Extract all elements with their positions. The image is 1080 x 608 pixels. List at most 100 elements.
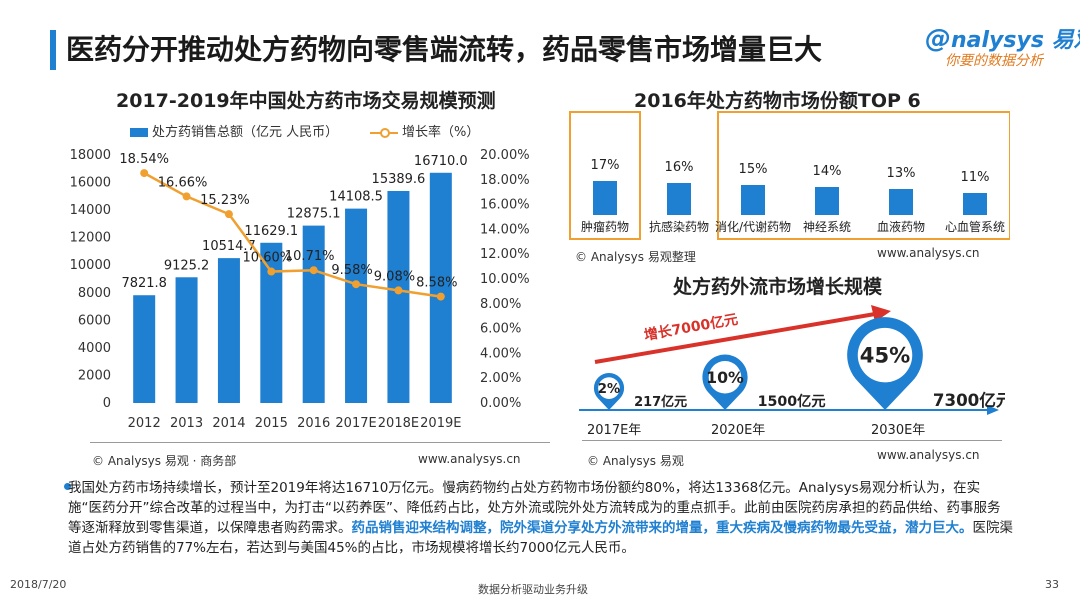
y-left-tick: 0 — [103, 396, 111, 411]
bar-value-label: 14108.5 — [329, 190, 383, 205]
category-label: 神经系统 — [803, 220, 851, 234]
analysis-text-1: 我国处方药市场持续增长，预计至2019年将达16710万亿元。慢病药物约占处方药… — [68, 480, 1001, 536]
growth-value-label: 9.08% — [374, 269, 415, 284]
page-number: 33 — [1045, 578, 1059, 591]
growth-value-label: 9.58% — [331, 263, 372, 278]
y-left-tick: 18000 — [70, 148, 111, 163]
bar-value-label: 10514.7 — [202, 239, 256, 254]
x-tick-label: 2013 — [170, 416, 203, 431]
outflow-source: © Analysys 易观 — [587, 454, 684, 468]
bar-value-label: 16710.0 — [414, 154, 468, 169]
category-label: 抗感染药物 — [649, 219, 709, 234]
y-left-tick: 14000 — [70, 203, 111, 218]
analysis-paragraph: 我国处方药市场持续增长，预计至2019年将达16710万亿元。慢病药物约占处方药… — [68, 478, 1013, 558]
y-left-tick: 4000 — [78, 341, 111, 356]
highlight-box — [717, 111, 1010, 240]
year-label: 2017E年 — [587, 423, 641, 438]
bar-value-label: 9125.2 — [164, 258, 210, 273]
category-label: 血液药物 — [877, 219, 925, 234]
x-tick-label: 2017E — [335, 416, 376, 431]
growth-value-label: 15.23% — [200, 193, 250, 208]
market-value-label: 1500亿元 — [758, 392, 826, 410]
growth-value-label: 18.54% — [119, 152, 169, 167]
pin-inner — [708, 360, 742, 394]
growth-point — [267, 267, 276, 276]
x-tick-label: 2015 — [255, 416, 288, 431]
outflow-title: 处方药外流市场增长规模 — [673, 276, 883, 298]
share-value-label: 13% — [887, 166, 916, 181]
y-right-tick: 2.00% — [480, 371, 521, 386]
y-right-tick: 18.00% — [480, 173, 530, 188]
y-right-tick: 4.00% — [480, 346, 521, 361]
growth-point — [309, 266, 318, 275]
share-bar — [667, 183, 691, 215]
top6-website: www.analysys.cn — [877, 246, 980, 260]
growth-point — [394, 286, 403, 295]
bar-value-label: 15389.6 — [372, 172, 426, 187]
highlight-box — [569, 111, 641, 240]
left-chart: 0 2000 4000 6000 8000 10000 12000 14000 16000 180… — [70, 148, 530, 431]
share-value-label: 14% — [813, 164, 842, 179]
legend-line: 增长率（%） — [370, 121, 479, 140]
brand-name: @nalysys 易观 — [925, 24, 1080, 54]
bar — [387, 190, 410, 403]
growth-line — [143, 172, 441, 298]
growth-point — [182, 192, 191, 201]
bar-value-label: 7821.8 — [121, 276, 167, 291]
y-right-tick: 6.00% — [480, 322, 521, 337]
x-tick-label: 2019E — [420, 416, 461, 431]
y-left-tick: 8000 — [78, 286, 111, 301]
bar — [133, 295, 156, 403]
y-left-tick: 6000 — [78, 313, 111, 328]
top6-chart: 17% 肿瘤药物 16% 抗感染药物 15% 消化/代谢药物 14% 神经系统 13% 血液药物 1… — [569, 111, 1010, 240]
bar — [429, 172, 452, 403]
bar — [175, 277, 198, 403]
growth-point — [140, 169, 149, 178]
growth-arrow-line — [594, 312, 876, 364]
x-tick-label: 2012 — [128, 416, 161, 431]
share-value-label: 15% — [739, 162, 768, 177]
category-label: 消化/代谢药物 — [715, 219, 791, 234]
legend-bar-swatch — [130, 128, 148, 137]
y-left-tick: 12000 — [70, 231, 111, 246]
bar — [260, 242, 283, 403]
brand-logo: @nalysys 易观 你要的数据分析 — [925, 22, 1080, 74]
year-label: 2020E年 — [711, 423, 765, 438]
growth-value-label: 8.58% — [416, 276, 457, 291]
top6-chart-title: 2016年处方药物市场份额TOP 6 — [634, 90, 921, 112]
share-bar — [889, 189, 913, 215]
market-value-label: 217亿元 — [634, 394, 687, 410]
left-source: © Analysys 易观 · 商务部 — [92, 454, 237, 468]
y-right-tick: 14.00% — [480, 222, 530, 237]
growth-point — [436, 292, 445, 301]
bullet-icon — [64, 483, 71, 490]
y-right-tick: 0.00% — [480, 396, 521, 411]
year-label: 2030E年 — [871, 423, 925, 438]
pin-inner — [857, 327, 913, 383]
y-right-tick: 12.00% — [480, 247, 530, 262]
left-chart-title: 2017-2019年中国处方药市场交易规模预测 — [116, 90, 496, 112]
left-divider — [90, 442, 550, 443]
growth-value-label: 10.60% — [243, 251, 293, 266]
y-left-tick: 10000 — [70, 258, 111, 273]
top6-source: © Analysys 易观整理 — [575, 250, 696, 264]
bar — [345, 208, 368, 403]
outflow-chart: 增长7000亿元2%217亿元2017E年10%1500亿元2020E年45%7… — [579, 305, 1005, 438]
share-label: 45% — [860, 343, 910, 368]
y-right-tick: 16.00% — [480, 198, 530, 213]
market-value-label: 7300亿元 — [933, 390, 1005, 410]
title-accent-bar — [50, 30, 56, 70]
y-right-tick: 20.00% — [480, 148, 530, 163]
category-label: 肿瘤药物 — [581, 219, 629, 234]
page-title: 医药分开推动处方药物向零售端流转，药品零售市场增量巨大 — [66, 33, 823, 66]
share-bar — [963, 193, 987, 215]
legend-line-swatch — [370, 127, 398, 138]
analysis-text-2: 医院渠道占处方药销售的77%左右，若达到与美国45%的占比，市场规模将增长约70… — [68, 520, 1013, 556]
left-website: www.analysys.cn — [418, 452, 521, 466]
x-tick-label: 2018E — [378, 416, 419, 431]
growth-point — [224, 210, 233, 219]
share-bar — [815, 187, 839, 215]
footer-date: 2018/7/20 — [10, 578, 67, 591]
share-bar — [741, 185, 765, 215]
growth-value-label: 16.66% — [158, 175, 208, 190]
